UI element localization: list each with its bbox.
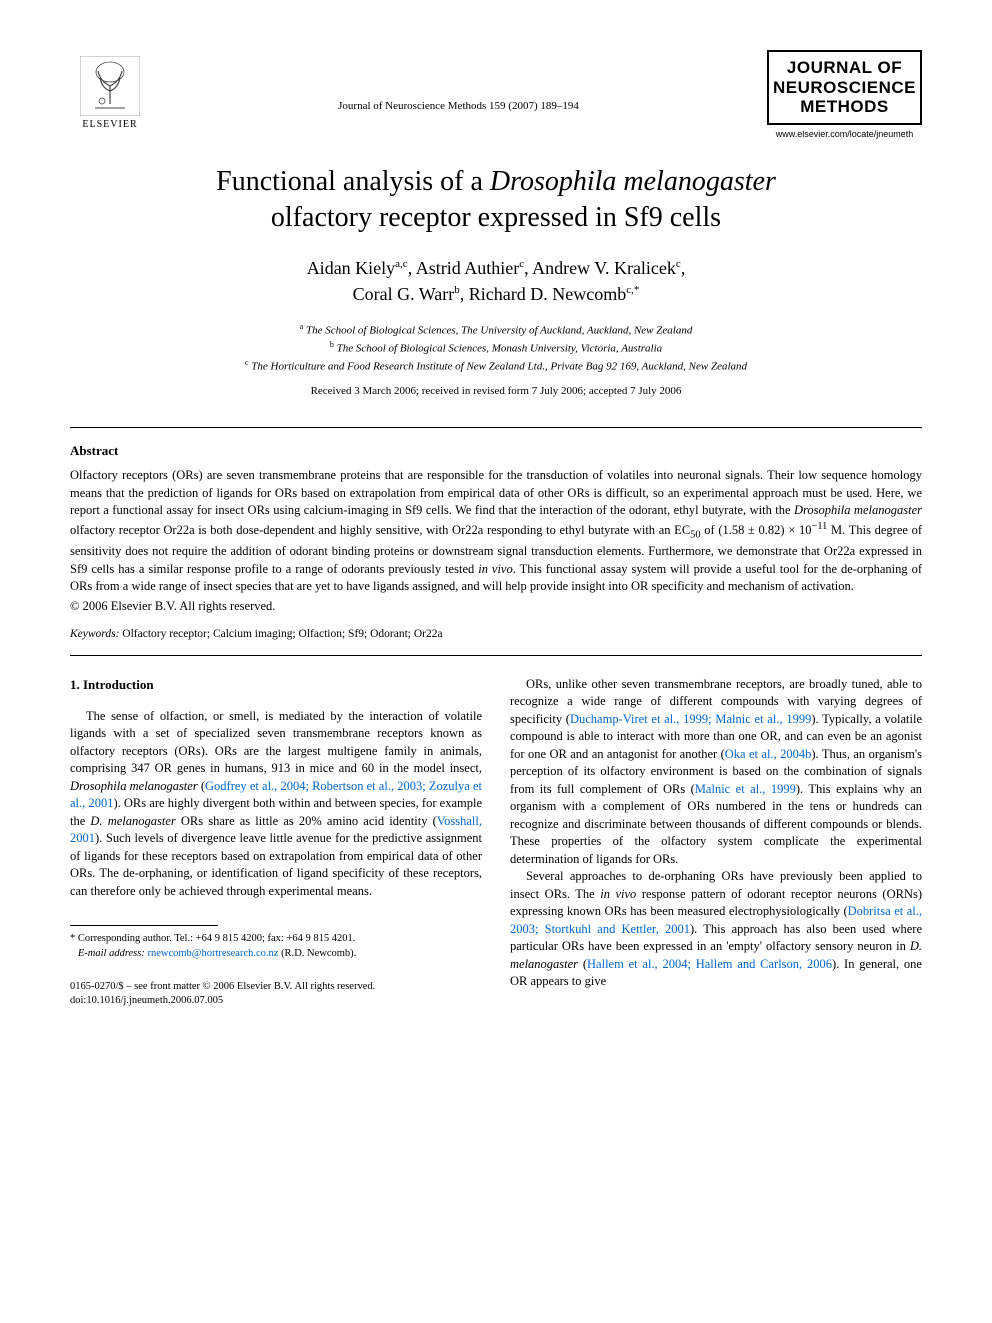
copyright: © 2006 Elsevier B.V. All rights reserved…	[70, 599, 922, 614]
citation-link[interactable]: Oka et al., 2004b	[725, 747, 812, 761]
author: Richard D. Newcombc,*	[469, 284, 640, 304]
affiliation: b The School of Biological Sciences, Mon…	[70, 339, 922, 357]
elsevier-tree-icon	[80, 56, 140, 116]
author: Andrew V. Kralicekc	[532, 258, 681, 278]
body-columns: 1. Introduction The sense of olfaction, …	[70, 676, 922, 1008]
paragraph: Several approaches to de-orphaning ORs h…	[510, 868, 922, 991]
affiliations: a The School of Biological Sciences, The…	[70, 321, 922, 375]
citation-link[interactable]: Hallem et al., 2004; Hallem and Carlson,…	[587, 957, 832, 971]
page-header: ELSEVIER Journal of Neuroscience Methods…	[70, 50, 922, 139]
affiliation: c The Horticulture and Food Research Ins…	[70, 357, 922, 375]
citation-link[interactable]: Duchamp-Viret et al., 1999; Malnic et al…	[570, 712, 811, 726]
article-dates: Received 3 March 2006; received in revis…	[70, 385, 922, 397]
doi-block: 0165-0270/$ – see front matter © 2006 El…	[70, 980, 482, 1008]
paragraph: The sense of olfaction, or smell, is med…	[70, 708, 482, 901]
journal-box: JOURNAL OF NEUROSCIENCE METHODS www.else…	[767, 50, 922, 139]
publisher-logo: ELSEVIER	[70, 50, 150, 135]
section-heading: 1. Introduction	[70, 676, 482, 694]
keywords: Keywords: Olfactory receptor; Calcium im…	[70, 628, 922, 640]
author: Aidan Kielya,c	[307, 258, 408, 278]
abstract-heading: Abstract	[70, 443, 922, 459]
author: Coral G. Warrb	[353, 284, 460, 304]
publisher-name: ELSEVIER	[82, 119, 137, 130]
author-list: Aidan Kielya,c, Astrid Authierc, Andrew …	[70, 256, 922, 306]
divider	[70, 427, 922, 428]
journal-box-title: JOURNAL OF NEUROSCIENCE METHODS	[773, 58, 916, 117]
divider	[70, 655, 922, 656]
article-title: Functional analysis of a Drosophila mela…	[110, 164, 882, 237]
right-column: ORs, unlike other seven transmembrane re…	[510, 676, 922, 1008]
citation-link[interactable]: Malnic et al., 1999	[695, 782, 796, 796]
journal-reference: Journal of Neuroscience Methods 159 (200…	[150, 100, 767, 112]
paragraph: ORs, unlike other seven transmembrane re…	[510, 676, 922, 869]
corresponding-author-footnote: * Corresponding author. Tel.: +64 9 815 …	[70, 932, 482, 961]
affiliation: a The School of Biological Sciences, The…	[70, 321, 922, 339]
email-link[interactable]: rnewcomb@hortresearch.co.nz	[145, 948, 279, 959]
journal-url: www.elsevier.com/locate/jneumeth	[767, 129, 922, 139]
left-column: 1. Introduction The sense of olfaction, …	[70, 676, 482, 1008]
author: Astrid Authierc	[416, 258, 524, 278]
abstract-body: Olfactory receptors (ORs) are seven tran…	[70, 467, 922, 595]
footnote-divider	[70, 925, 218, 926]
